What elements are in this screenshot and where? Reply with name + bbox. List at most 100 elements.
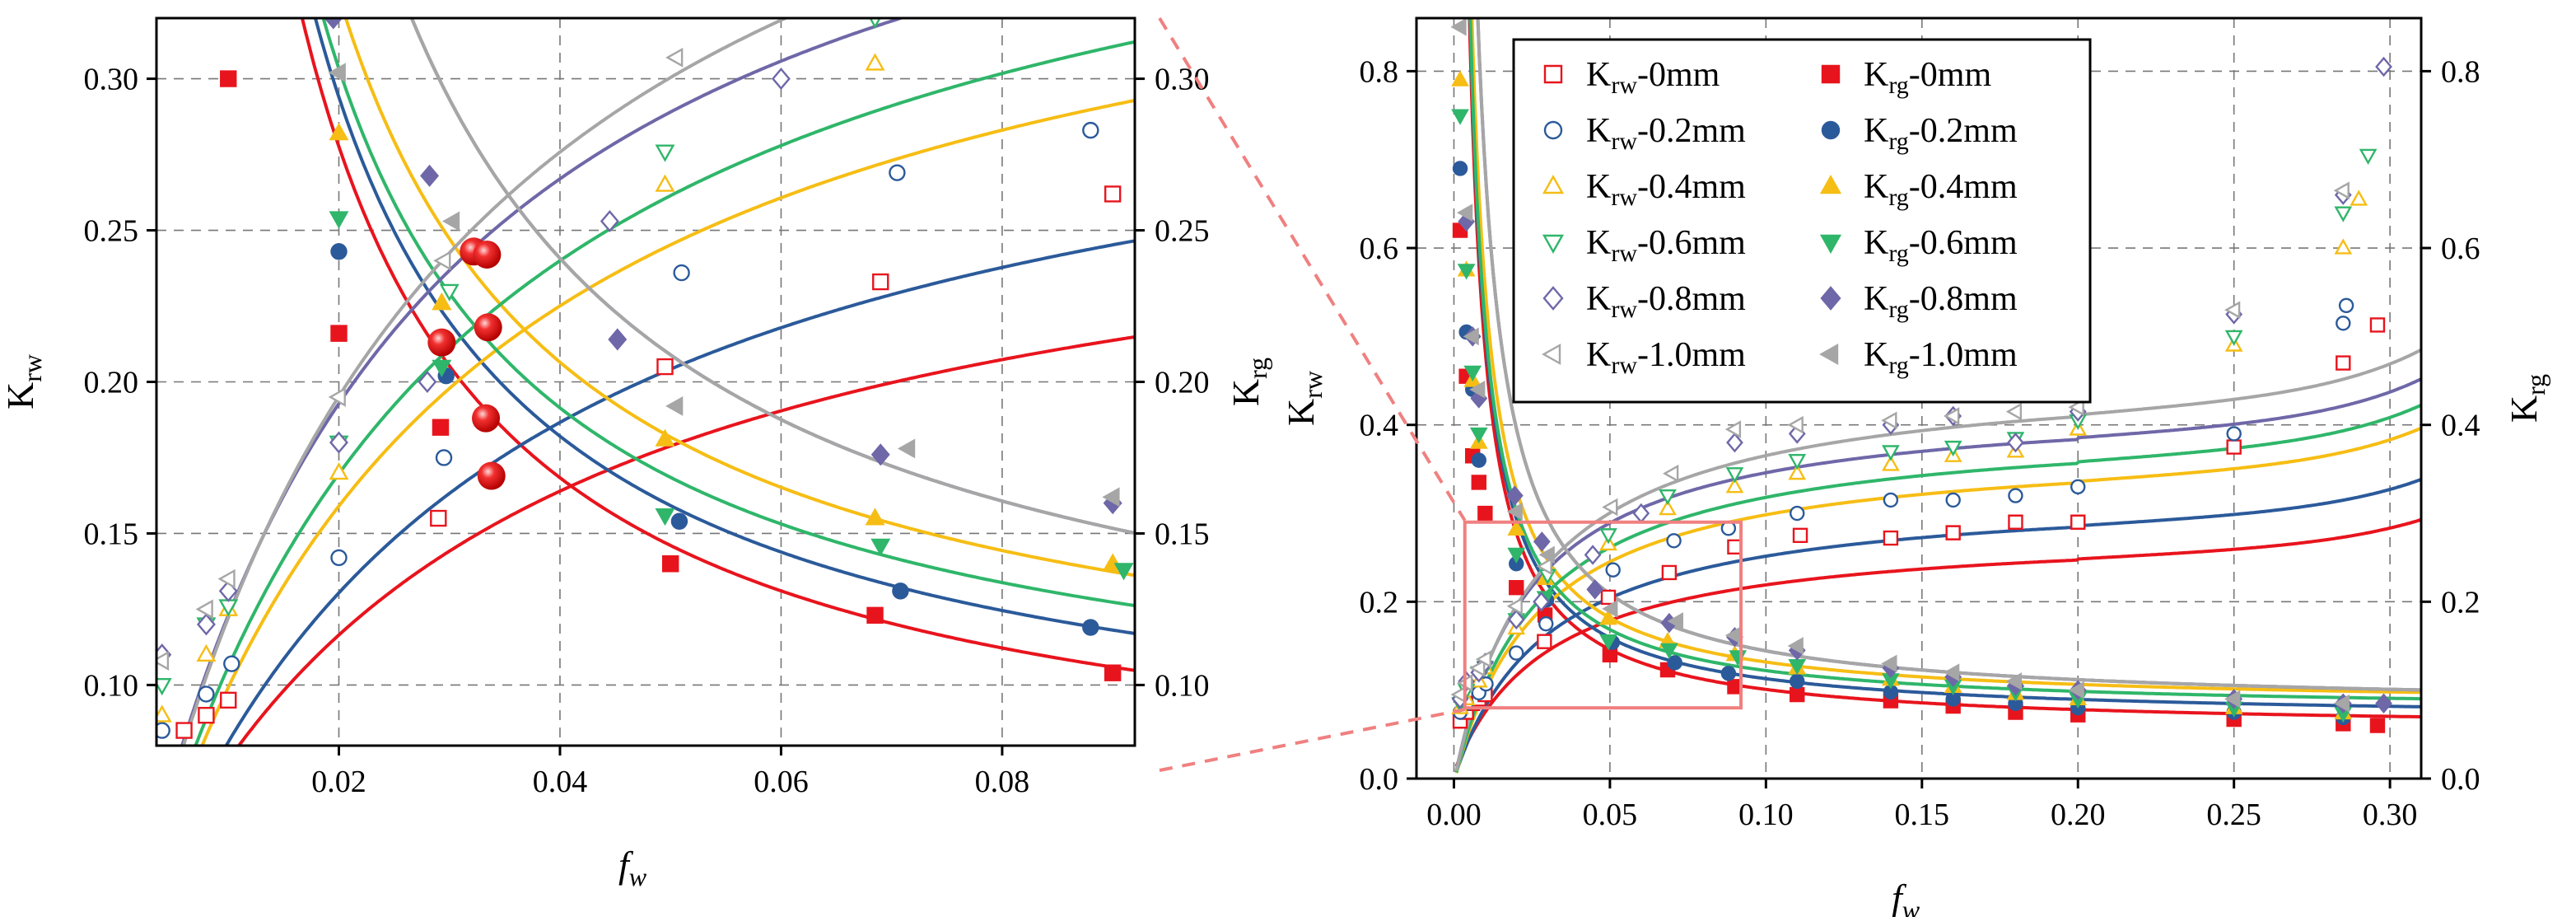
krw-point-0.2mm [673,264,690,282]
krg-point-0.2mm [670,512,688,530]
y-axis-title-left: Krw [0,354,47,409]
krw-point-0.6mm [869,18,881,29]
krg-point-0.8mm [1505,485,1524,506]
krw-point-0mm [1600,589,1617,606]
krw-point-0.2mm [2336,316,2351,331]
krg-point-1.0mm [441,211,460,232]
krw-point-0.8mm [1533,592,1550,612]
y-tick-label-left: 0.6 [1360,232,1399,266]
krg-fit-curve-0.4mm [343,18,1135,578]
legend-marker [1542,175,1565,194]
y-axis-title-right-base: K [2503,395,2545,423]
krg-fit-curve-0.4mm [1470,18,2421,695]
krw-point-0.2mm [156,722,170,739]
krw-fit-curve-0.2mm [224,239,1135,746]
legend-marker [1542,286,1564,311]
krg-point-1.0mm [328,63,346,83]
krw-point-0.6mm [2334,206,2353,222]
krw-point-0.2mm [1945,492,1961,508]
krw-point-0mm [1104,185,1122,203]
krw-point-0.8mm [1726,432,1743,453]
krw-fit-curve-0.4mm [1454,426,2421,774]
krw-point-0.6mm [1725,467,1744,484]
legend-label-suffix: -0.2mm [1637,112,1746,150]
krg-point-0.8mm [1533,531,1551,552]
krg-point-0mm [330,325,348,342]
krg-point-0.4mm [1451,70,1469,87]
legend-label-base: K [1864,56,1888,94]
krw-point-1.0mm [2068,398,2084,417]
legend-item: Krg-1.0mm [1819,336,2018,379]
krw-point-0.6mm [1882,445,1900,461]
legend-label: Krw-0.2mm [1586,112,1746,155]
krw-point-0mm [1792,527,1808,544]
krg-point-1.0mm [1667,612,1683,630]
y-tick-label-right: 0.8 [2441,54,2480,89]
y-axis-title-left-sub: rw [1298,371,1328,399]
x-tick-label: 0.02 [311,765,366,799]
krw-point-0.8mm [418,370,437,394]
krw-point-1.0mm [1944,407,1960,425]
zoom-region-box [1463,520,1743,710]
krg-point-1.0mm [2068,681,2084,699]
krw-point-0.4mm [1725,477,1744,494]
krg-point-0.6mm [655,508,675,526]
y-axis-title-right: Krg [2503,374,2550,423]
y-tick-label-right: 0.15 [1155,517,1210,551]
legend-label: Krg-0.6mm [1864,224,2018,267]
krg-point-0mm [1602,647,1618,662]
x-tick-label: 0.06 [754,765,809,799]
y-tick-label-left: 0.0 [1360,762,1399,797]
legend-label-suffix: -0.8mm [1909,280,2018,318]
krg-point-0.8mm [420,164,440,187]
krg-point-0.2mm [1452,161,1468,176]
krg-point-1.0mm [898,438,916,459]
krw-fit-curve-0.8mm [180,18,907,746]
krw-fit-curve-0.4mm [200,98,1135,746]
legend-label-base: K [1586,280,1611,318]
krw-point-0.6mm [655,144,675,162]
legend-label-base: K [1864,280,1888,318]
krg-point-0.2mm [1471,452,1486,468]
krw-fit-curve-0mm [236,335,1135,746]
legend-label-suffix: -0.8mm [1637,280,1746,318]
krg-point-0.2mm [330,243,348,260]
legend-label-suffix: -0.6mm [1909,224,2018,262]
krw-point-1.0mm [195,599,213,620]
krg-point-1.0mm [1456,204,1473,222]
legend-item: Krw-0.2mm [1543,112,1746,155]
x-tick-label: 0.08 [975,765,1030,799]
krw-point-1.0mm [1724,420,1742,438]
x-tick-label: 0.20 [2051,798,2106,832]
krg-point-0mm [1790,686,1805,703]
krw-point-0.8mm [600,209,619,233]
krw-point-0.4mm [1882,455,1900,471]
legend-marker [1543,120,1563,140]
krg-point-0.8mm [870,443,890,466]
crossing-point-marker [474,313,502,342]
krw-point-1.0mm [1536,557,1552,576]
krg-point-1.0mm [1787,637,1804,655]
crossing-point-marker [472,404,501,433]
krg-point-0.2mm [1720,666,1737,681]
krw-point-0mm [1945,525,1961,540]
y-tick-label-left: 0.2 [1360,585,1399,620]
krg-point-1.0mm [665,395,684,416]
legend-label-base: K [1864,168,1888,206]
legend-label-sub: rg [1888,240,1908,267]
legend-label-base: K [1586,168,1611,206]
krw-point-0mm [872,273,889,291]
krg-point-1.0mm [1469,380,1486,399]
krw-point-0.2mm [1082,121,1099,139]
legend-label-sub: rg [1888,296,1908,323]
legend-label-sub: rg [1888,128,1908,155]
krw-point-1.0mm [1787,415,1804,434]
krw-point-0.4mm [1659,499,1677,516]
krw-point-0.6mm [439,283,460,302]
legend-label-base: K [1864,336,1888,374]
x-tick-label: 0.04 [533,765,588,799]
legend-label-base: K [1586,224,1611,262]
legend-label: Krg-0.8mm [1864,280,2018,323]
krw-point-0mm [1883,530,1899,546]
krg-fit-curve-0.6mm [1468,18,2421,701]
